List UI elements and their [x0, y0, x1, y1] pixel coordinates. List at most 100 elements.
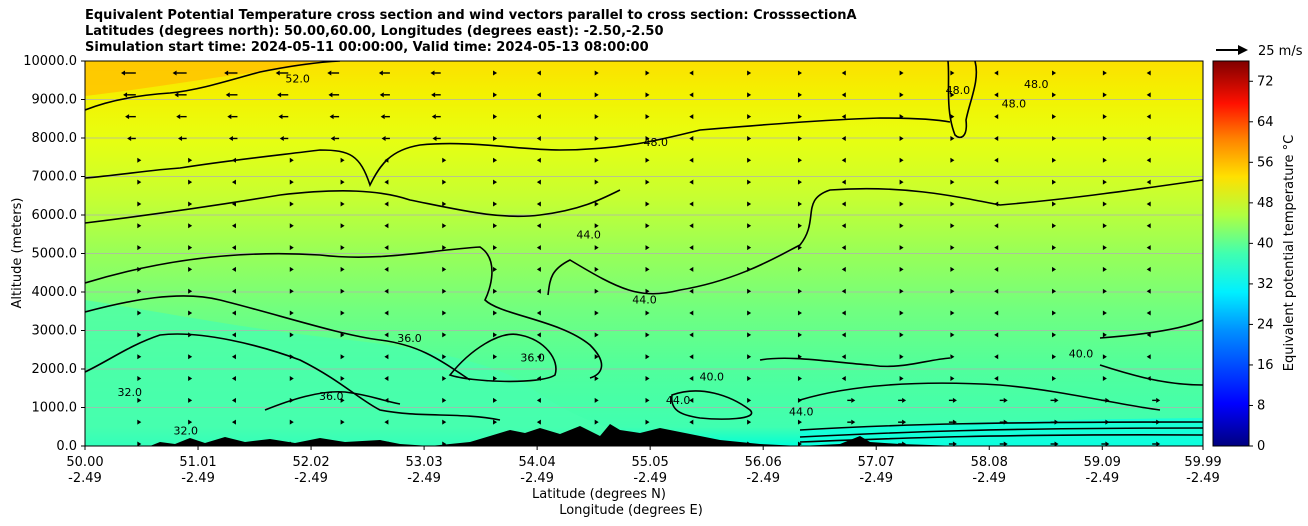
- wind-vector-head: [645, 179, 650, 185]
- wind-vector-head: [1102, 70, 1107, 76]
- colorbar-tick-label: 32: [1257, 277, 1274, 292]
- wind-vector-head: [1102, 114, 1107, 120]
- wind-vector-head: [80, 376, 84, 381]
- wind-vector-head: [74, 114, 78, 119]
- wind-vector-head: [841, 266, 846, 272]
- wind-vector-head: [442, 310, 447, 316]
- wind-vector-head: [384, 179, 389, 185]
- x-tick-label-lat: 54.04: [519, 455, 556, 470]
- y-axis: 0.0 1000.0 2000.0 3000.0 4000.0 5000.0 6000.0 7…: [23, 54, 85, 454]
- wind-vector-head: [747, 201, 752, 207]
- wind-vector-head: [188, 397, 193, 403]
- wind-vector-head: [493, 157, 498, 163]
- wind-vector-head: [69, 71, 73, 76]
- wind-vector-head: [841, 70, 846, 76]
- wind-vector-head: [493, 223, 498, 229]
- wind-vector-head: [289, 179, 294, 185]
- x-tick-label-lat: 53.03: [405, 455, 442, 470]
- wind-vector-head: [340, 332, 345, 338]
- wind-vector-head: [797, 310, 802, 316]
- wind-vector-head: [536, 114, 541, 120]
- wind-vector-head: [851, 419, 856, 425]
- wind-vector-head: [289, 245, 294, 251]
- wind-vector-head: [340, 157, 345, 163]
- wind-vector-head: [689, 245, 694, 251]
- wind-vector-head: [536, 354, 541, 360]
- contour-40-b: [759, 357, 951, 368]
- wind-vector-head: [594, 332, 599, 338]
- x-tick-label-lon: -2.49: [1085, 471, 1119, 486]
- wind-vector-head: [797, 441, 802, 446]
- wind-vector-head: [645, 288, 650, 294]
- y-tick-label: 2000.0: [32, 362, 78, 377]
- wind-vector-head: [1102, 310, 1107, 316]
- wind-vector-head: [994, 288, 999, 294]
- wind-vector-head: [80, 201, 84, 206]
- wind-vector-head: [1205, 267, 1209, 272]
- contour-36-b: [264, 390, 401, 411]
- colorbar-tick-label: 48: [1257, 196, 1274, 211]
- wind-vector-head: [594, 223, 599, 229]
- x-tick-label-lon: -2.49: [859, 471, 893, 486]
- contour-lines: [85, 61, 1203, 443]
- wind-vector-head: [384, 288, 389, 294]
- wind-vector-head: [442, 179, 447, 185]
- wind-vector-head: [188, 310, 193, 316]
- wind-vector-head: [329, 114, 334, 120]
- wind-vector-head: [899, 223, 904, 229]
- wind-vector-head: [188, 376, 193, 382]
- contour-40-d: [1099, 319, 1203, 339]
- wind-vector-head: [645, 354, 650, 360]
- wind-vector-head: [431, 114, 436, 120]
- wind-vector-head: [1146, 92, 1151, 98]
- wind-vector-head: [747, 397, 752, 403]
- contour-label: 32.0: [118, 386, 143, 399]
- wind-vector-head: [952, 441, 957, 446]
- wind-vector-head: [1146, 332, 1151, 338]
- wind-vector-head: [994, 223, 999, 229]
- contour-44-c: [671, 390, 753, 420]
- wind-vector-head: [950, 114, 955, 120]
- wind-vector-head: [1052, 70, 1057, 76]
- wind-vector-head: [950, 266, 955, 272]
- wind-vector-head: [176, 114, 181, 120]
- wind-vector-head: [841, 332, 846, 338]
- wind-vector-head: [645, 70, 650, 76]
- wind-vector-head: [493, 376, 498, 382]
- wind-vector-head: [228, 135, 233, 141]
- vector-key-label: 25 m/s: [1258, 44, 1303, 59]
- colorbar-tick-label: 24: [1257, 317, 1274, 332]
- wind-vector-head: [289, 332, 294, 338]
- wind-vector-head: [950, 157, 955, 163]
- wind-vector-head: [1052, 332, 1057, 338]
- wind-vector-head: [841, 201, 846, 207]
- x-tick-label-lat: 56.06: [745, 455, 782, 470]
- wind-vector-head: [797, 135, 802, 141]
- wind-vector-head: [493, 179, 498, 185]
- wind-vector-head: [174, 92, 179, 98]
- wind-vector-head: [1102, 135, 1107, 141]
- wind-vector-head: [1102, 245, 1107, 251]
- chart-title: Equivalent Potential Temperature cross s…: [85, 8, 857, 56]
- wind-vector-head: [902, 419, 907, 425]
- wind-vector-head: [841, 92, 846, 98]
- wind-vector-head: [1205, 180, 1209, 185]
- wind-vector-head: [328, 92, 333, 98]
- y-tick-label: 0.0: [56, 439, 77, 454]
- wind-vector-head: [1146, 114, 1151, 120]
- wind-vector-head: [747, 354, 752, 360]
- x-tick-label-lat: 51.01: [179, 455, 216, 470]
- wind-vector-head: [950, 310, 955, 316]
- wind-vector-head: [275, 70, 280, 76]
- wind-vector-head: [442, 266, 447, 272]
- wind-vector-head: [645, 201, 650, 207]
- wind-vector-head: [277, 92, 282, 98]
- wind-vector-head: [747, 245, 752, 251]
- wind-vector-head: [689, 223, 694, 229]
- wind-vector-head: [1102, 332, 1107, 338]
- wind-vector-head: [289, 288, 294, 294]
- wind-vector-head: [689, 114, 694, 120]
- wind-vector-head: [1146, 201, 1151, 207]
- wind-vector-head: [1205, 311, 1209, 316]
